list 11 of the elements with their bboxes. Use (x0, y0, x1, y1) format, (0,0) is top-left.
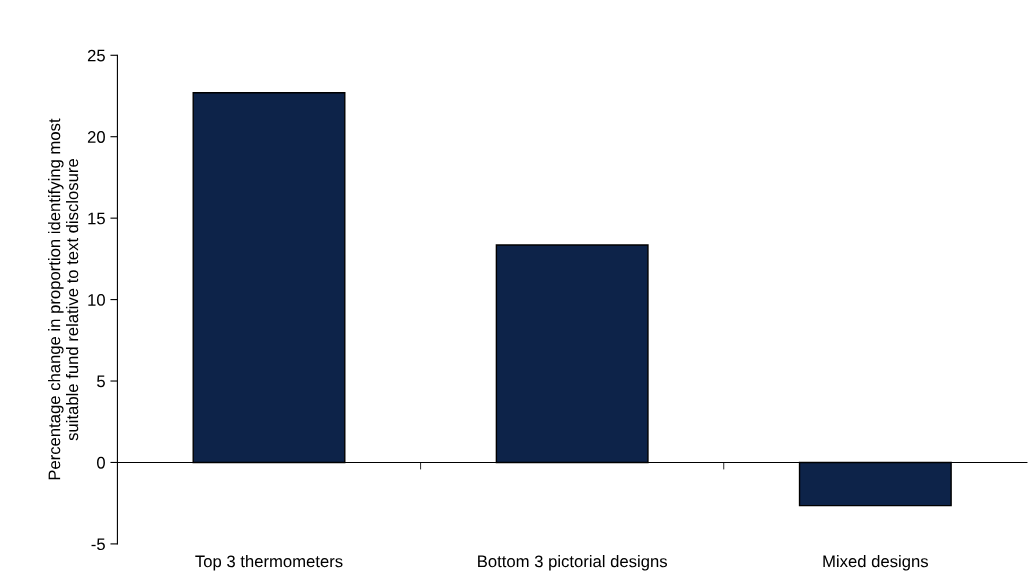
y-tick-label: 25 (87, 49, 105, 62)
x-tick-label: Top 3 thermometers (195, 555, 343, 571)
y-tick-label: 10 (88, 293, 105, 306)
y-tick-label: 20 (87, 131, 105, 143)
y-tick-label: 0 (97, 456, 105, 469)
y-axis-title: Percentage change in proportion identifying most suitable fund relative to text disclosure (48, 118, 79, 480)
y-tick-label: 5 (97, 375, 105, 388)
y-tick-label: -5 (91, 538, 105, 551)
x-tick-label: Mixed designs (823, 555, 928, 571)
y-tick-label: 15 (88, 212, 105, 225)
x-tick-label: Bottom 3 pictorial designs (478, 555, 667, 571)
